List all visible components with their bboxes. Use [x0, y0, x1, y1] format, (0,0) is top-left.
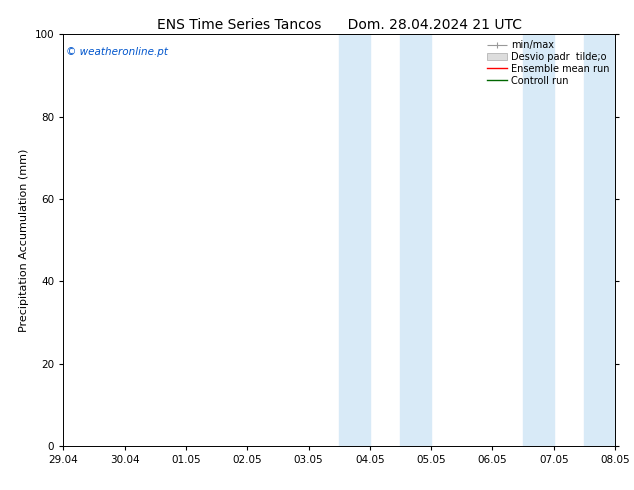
- Y-axis label: Precipitation Accumulation (mm): Precipitation Accumulation (mm): [19, 148, 29, 332]
- Legend: min/max, Desvio padr  tilde;o, Ensemble mean run, Controll run: min/max, Desvio padr tilde;o, Ensemble m…: [484, 37, 612, 89]
- Bar: [523, 34, 553, 446]
- Bar: [401, 34, 431, 446]
- Title: ENS Time Series Tancos      Dom. 28.04.2024 21 UTC: ENS Time Series Tancos Dom. 28.04.2024 2…: [157, 18, 522, 32]
- Bar: [585, 34, 615, 446]
- Text: © weatheronline.pt: © weatheronline.pt: [66, 47, 168, 57]
- Bar: [339, 34, 370, 446]
